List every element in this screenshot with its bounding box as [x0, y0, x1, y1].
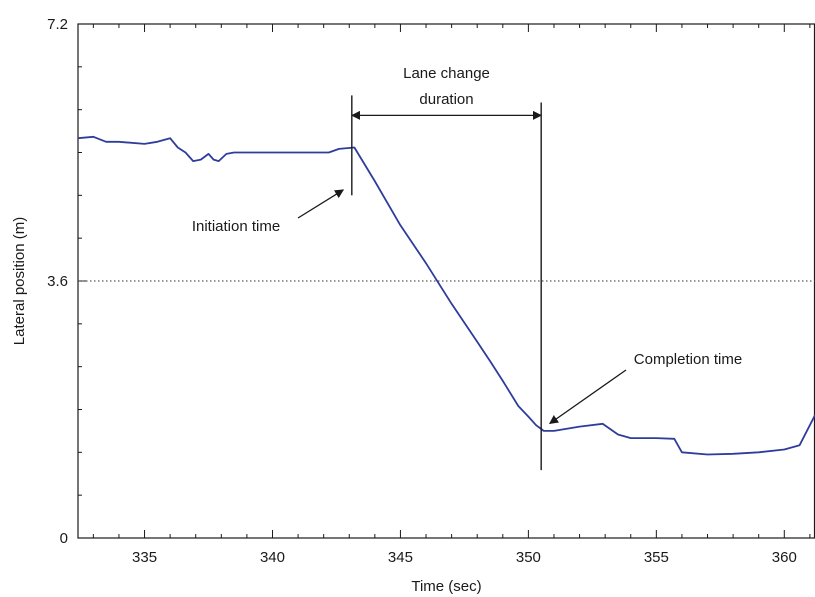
initiation-label: Initiation time [192, 218, 280, 235]
series-line [77, 135, 815, 456]
duration-label-line2: duration [419, 91, 473, 108]
x-tick-label: 355 [644, 549, 669, 566]
initiation-arrow [297, 189, 345, 219]
y-tick-label: 3.6 [47, 273, 68, 290]
x-tick-label: 335 [132, 549, 157, 566]
ticks: 335 340 345 350 355 360 0 3.6 7.2 Time (sec) Later… [11, 16, 811, 595]
series-group [77, 135, 815, 456]
duration-label-line1: Lane change [403, 65, 490, 82]
x-tick-label: 345 [388, 549, 413, 566]
completion-label: Completion time [634, 351, 742, 368]
completion-arrow [548, 369, 627, 425]
annotations: Lane change duration Initiation time Comple… [192, 65, 742, 425]
x-axis-label: Time (sec) [411, 578, 481, 595]
y-axis-label: Lateral position (m) [11, 217, 28, 345]
x-tick-label: 350 [516, 549, 541, 566]
y-tick-label: 0 [60, 530, 68, 547]
x-tick-label: 360 [772, 549, 797, 566]
markers [351, 95, 542, 471]
y-tick-label: 7.2 [47, 16, 68, 33]
x-tick-label: 340 [260, 549, 285, 566]
